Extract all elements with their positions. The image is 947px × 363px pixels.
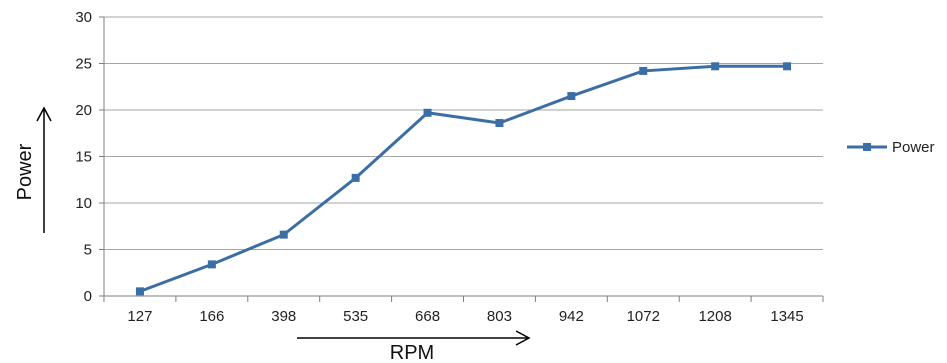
y-tick-label: 20 (75, 102, 92, 119)
legend-marker (863, 143, 871, 151)
data-point (783, 62, 792, 71)
data-point (567, 92, 576, 101)
y-axis-title-group: Power (14, 106, 52, 233)
x-axis-title: RPM (390, 342, 434, 363)
data-point (711, 62, 720, 71)
x-tick-label: 803 (487, 308, 512, 325)
x-tick-marks (103, 296, 824, 302)
data-point (135, 287, 144, 296)
x-tick-label: 1072 (627, 308, 660, 325)
y-axis-arrow (36, 106, 52, 233)
x-tick-label: 668 (415, 308, 440, 325)
data-point (279, 230, 288, 239)
x-tick-label: 398 (271, 308, 296, 325)
legend: Power (847, 139, 935, 156)
data-point (351, 173, 360, 182)
data-point (639, 66, 648, 75)
legend-label: Power (892, 139, 935, 156)
x-axis-arrow (297, 330, 531, 346)
data-point (207, 260, 216, 269)
y-tick-label: 5 (84, 242, 92, 259)
y-tick-labels: 0 5 10 15 20 25 30 (75, 9, 92, 305)
y-tick-label: 30 (75, 9, 92, 26)
y-tick-label: 0 (84, 288, 92, 305)
x-tick-label: 1345 (770, 308, 803, 325)
x-tick-label: 1208 (698, 308, 731, 325)
data-point (423, 108, 432, 117)
y-tick-label: 10 (75, 195, 92, 212)
data-point (495, 119, 504, 128)
x-tick-label: 942 (559, 308, 584, 325)
y-tick-label: 25 (75, 56, 92, 73)
x-tick-label: 166 (199, 308, 224, 325)
x-tick-labels: 127 166 398 535 668 803 942 1072 1208 1345 (127, 308, 803, 325)
gridlines (99, 16, 823, 297)
y-axis-title: Power (14, 143, 36, 200)
series-line-power (139, 64, 788, 293)
x-tick-label: 127 (127, 308, 152, 325)
x-tick-label: 535 (343, 308, 368, 325)
series-group (135, 62, 792, 296)
x-axis-title-group: RPM (297, 330, 531, 363)
y-tick-label: 15 (75, 149, 92, 166)
